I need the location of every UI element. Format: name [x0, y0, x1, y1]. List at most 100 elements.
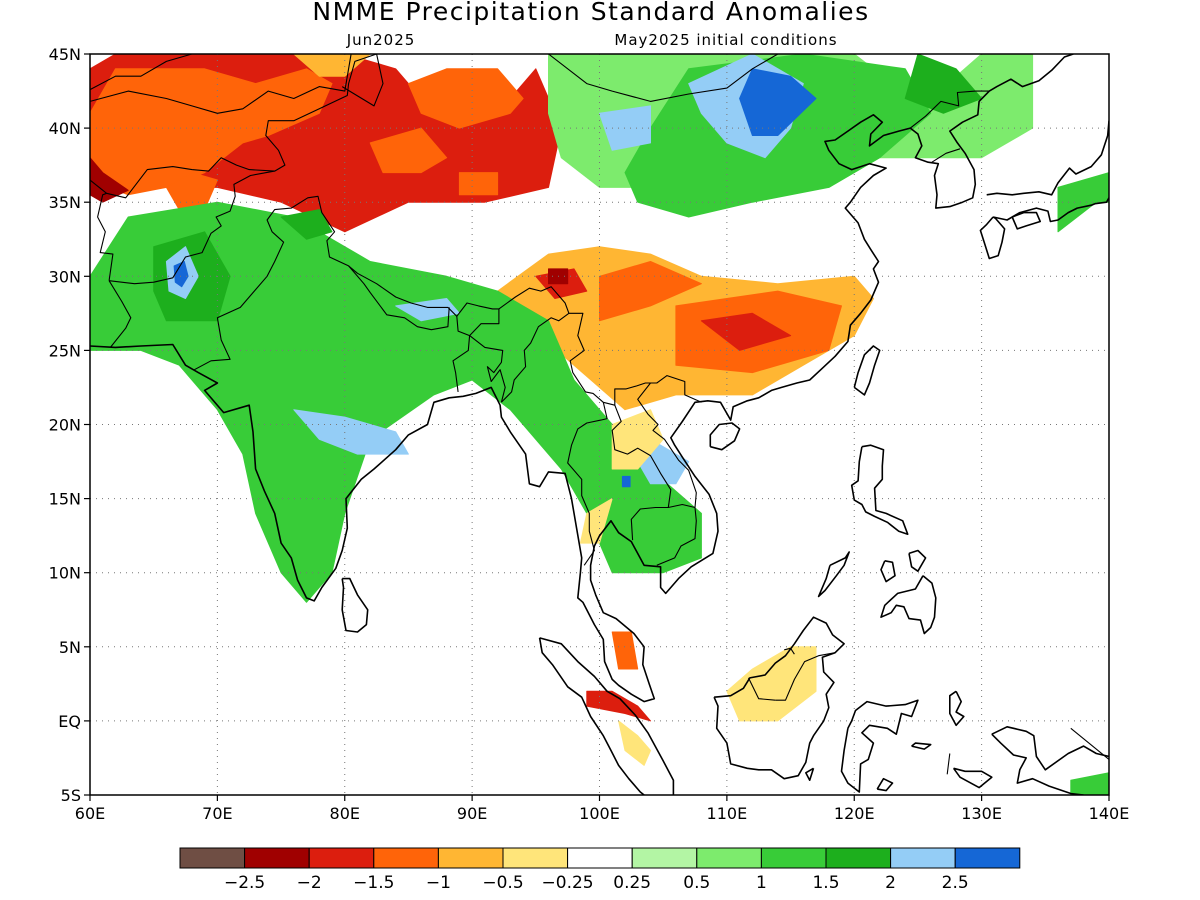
coastline-22 [911, 742, 932, 750]
coastline-0 [90, 54, 1074, 703]
lon-tick-label: 120E [834, 804, 875, 823]
coastline-5 [853, 345, 881, 396]
country-border-17 [341, 54, 384, 107]
country-border-24 [784, 647, 795, 655]
country-border-14 [637, 382, 697, 508]
lon-tick-label: 130E [961, 804, 1002, 823]
anomaly-fill-layer [90, 54, 1109, 795]
lon-tick-label: 70E [202, 804, 232, 823]
coastline-18 [991, 725, 1109, 771]
lat-tick-label: 20N [49, 416, 81, 435]
lat-tick-label: 10N [49, 564, 81, 583]
lat-tick-label: EQ [58, 712, 81, 731]
country-borders [90, 54, 1109, 775]
lat-tick-label: 15N [49, 490, 81, 509]
lat-tick-label: 30N [49, 267, 81, 286]
longitude-axis: 60E 70E 80E 90E 100E 110E 120E 130E 140E [75, 795, 1130, 823]
country-border-0 [90, 54, 193, 91]
lat-tick-label: 35N [49, 193, 81, 212]
lat-tick-label: 25N [49, 341, 81, 360]
coastline-9 [538, 637, 645, 795]
country-border-6 [194, 195, 570, 403]
coastline-6 [709, 422, 741, 451]
colorbar-label-11: 2.5 [942, 873, 969, 893]
anomaly-region-29 [621, 475, 631, 488]
anomaly-region-36 [1070, 772, 1109, 795]
country-border-13 [611, 404, 697, 566]
country-border-26 [1070, 727, 1109, 760]
country-border-12 [567, 402, 608, 566]
country-border-25 [946, 753, 951, 775]
colorbar-swatch-1 [244, 847, 310, 869]
coastline-2 [979, 216, 1006, 260]
country-border-15 [630, 506, 669, 541]
country-border-7 [348, 265, 450, 331]
colorbar-label-10: 2 [885, 873, 896, 893]
country-border-5 [108, 280, 132, 348]
coastlines [90, 54, 1109, 795]
country-border-21 [931, 148, 961, 163]
colorbar-label-3: −1 [426, 873, 451, 893]
lat-tick-label: 5S [61, 786, 81, 805]
country-border-23 [748, 677, 776, 701]
coastline-10 [713, 616, 845, 780]
anomaly-region-7 [90, 157, 129, 203]
colorbar-label-2: −1.5 [353, 873, 394, 893]
figure-title: NMME Precipitation Standard Anomalies [312, 0, 869, 26]
coastline-14 [817, 551, 851, 598]
lon-tick-label: 110E [707, 804, 748, 823]
lat-tick-label: 5N [59, 638, 81, 657]
colorbar-swatch-0 [179, 847, 246, 869]
coastline-8 [539, 637, 675, 795]
anomaly-region-34 [611, 631, 639, 670]
anomaly-region-2 [293, 54, 371, 77]
country-border-20 [909, 90, 990, 129]
coastline-21 [876, 777, 894, 792]
coastline-20 [952, 767, 993, 789]
colorbar-label-7: 0.5 [683, 873, 710, 893]
anomaly-region-32 [726, 646, 817, 722]
anomaly-region-26 [293, 409, 409, 455]
coastline-4 [986, 120, 1109, 196]
colorbar-swatch-10 [825, 847, 892, 869]
colorbar-swatch-6 [567, 847, 633, 869]
lon-tick-label: 140E [1089, 804, 1130, 823]
country-border-1 [90, 54, 352, 114]
coastline-11 [840, 699, 919, 793]
colorbar-label-9: 1.5 [812, 873, 839, 893]
anomaly-region-31 [579, 498, 613, 544]
coastline-1 [992, 197, 1109, 223]
anomaly-region-13 [904, 54, 983, 114]
anomaly-region-14 [1057, 172, 1109, 233]
coastline-7 [341, 577, 369, 633]
country-border-4 [109, 170, 275, 285]
subtitle-month: Jun2025 [346, 31, 416, 49]
anomaly-region-18 [700, 312, 792, 351]
colorbar-swatch-2 [308, 847, 375, 869]
colorbar-labels: −2.5 −2 −1.5 −1 −0.5 −0.25 0.25 0.5 1 1.5 2 2.5 [224, 873, 969, 893]
country-border-18 [548, 54, 780, 102]
colorbar-label-1: −2 [297, 873, 322, 893]
coastline-3 [1011, 211, 1041, 230]
anomaly-region-35 [586, 690, 651, 722]
colorbar-label-0: −2.5 [224, 873, 265, 893]
country-border-10 [469, 335, 506, 403]
coastline-15 [908, 549, 927, 573]
anomaly-region-21 [90, 201, 702, 603]
colorbar-swatch-7 [631, 847, 698, 869]
anomaly-region-33 [618, 720, 651, 766]
anomaly-region-1 [90, 68, 333, 196]
lat-tick-label: 40N [49, 119, 81, 138]
colorbar-swatch-4 [437, 847, 504, 869]
colorbar-swatch-9 [760, 847, 827, 869]
colorbar-label-4: −0.5 [482, 873, 523, 893]
lon-tick-label: 60E [75, 804, 105, 823]
lon-tick-label: 100E [579, 804, 620, 823]
coastline-17 [948, 690, 965, 727]
colorbar [179, 847, 1021, 869]
lon-tick-label: 90E [457, 804, 487, 823]
coastline-12 [850, 444, 909, 536]
colorbar-swatch-8 [696, 847, 762, 869]
anomaly-region-25 [280, 209, 333, 240]
